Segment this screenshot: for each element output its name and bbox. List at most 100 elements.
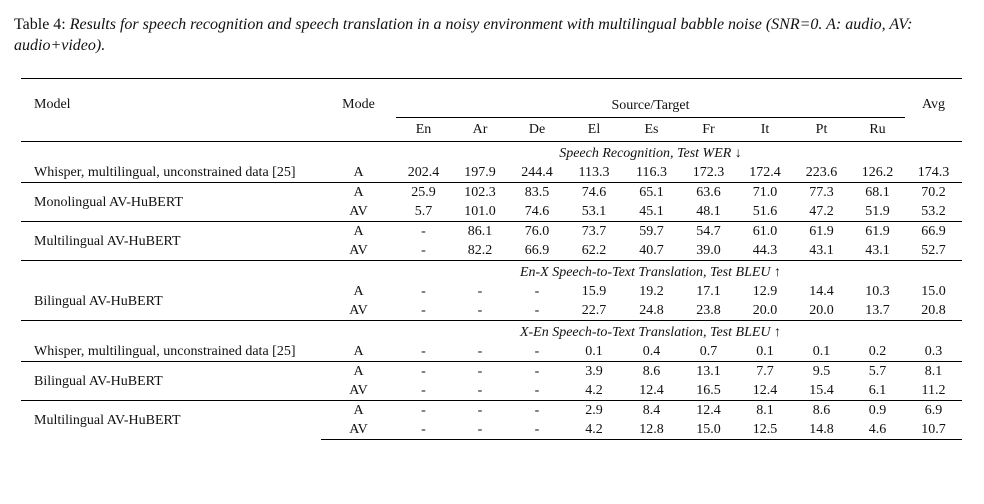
avg-cell: 52.7: [921, 243, 946, 258]
score-cell-de: -: [534, 344, 540, 359]
score-cell-ru: 0.2: [868, 344, 887, 359]
header-avg: Avg: [905, 78, 962, 142]
score-cell-el: 113.3: [578, 165, 610, 180]
score-cell-pt: 0.1: [812, 344, 831, 359]
score-cell-fr: 15.0: [680, 420, 737, 440]
score-cell-es: 8.6: [623, 361, 680, 381]
avg-cell: 11.2: [921, 383, 946, 398]
table-row: AV - - - 22.7 24.8 23.8 20.0 20.0 13.7 20.8: [21, 301, 962, 321]
score-cell-el: 15.9: [581, 284, 607, 299]
model-name: Whisper, multilingual, unconstrained dat…: [34, 344, 296, 359]
avg-cell: 53.2: [921, 204, 946, 219]
results-table-container: Model Mode Source/Target Avg En Ar De El Es F…: [21, 78, 962, 440]
header-row-1: Model Mode Source/Target Avg: [21, 78, 962, 142]
score-cell-de: 83.5: [509, 182, 565, 202]
score-cell-it: 8.1: [737, 400, 793, 420]
score-cell-es: 116.3: [636, 165, 667, 180]
score-cell-en: -: [421, 303, 426, 318]
model-name: Whisper, multilingual, unconstrained dat…: [34, 165, 296, 180]
score-cell-de: -: [534, 383, 540, 398]
score-cell-el: 53.1: [581, 204, 607, 219]
model-name: Multilingual AV-HuBERT: [21, 400, 321, 440]
mode-cell: A: [321, 182, 396, 202]
table-body: Model Mode Source/Target Avg En Ar De El Es F…: [21, 78, 962, 440]
header-lang-el: El: [587, 122, 601, 137]
caption-text: Results for speech recognition and speec…: [14, 16, 913, 54]
avg-cell: 0.3: [924, 344, 943, 359]
score-cell-de: -: [534, 303, 540, 318]
results-table: Model Mode Source/Target Avg En Ar De El Es F…: [21, 78, 962, 440]
score-cell-es: 45.1: [639, 204, 664, 219]
score-cell-it: 44.3: [752, 243, 778, 258]
avg-cell: 10.7: [905, 420, 962, 440]
score-cell-it: 12.5: [737, 420, 793, 440]
score-cell-ru: 68.1: [850, 182, 905, 202]
score-cell-fr: 54.7: [680, 221, 737, 241]
header-lang-pt: Pt: [815, 122, 828, 137]
header-lang-en: En: [415, 122, 432, 137]
score-cell-ar: -: [477, 383, 483, 398]
section-spacer: [905, 320, 962, 342]
mode-cell: A: [353, 344, 364, 359]
header-mode: Mode: [321, 78, 396, 142]
header-source-target: Source/Target: [396, 78, 905, 118]
table-row: Whisper, multilingual, unconstrained dat…: [21, 342, 962, 362]
score-cell-pt: 9.5: [793, 361, 850, 381]
score-cell-pt: 61.9: [793, 221, 850, 241]
header-lang-es: Es: [644, 122, 659, 137]
model-name: Bilingual AV-HuBERT: [34, 293, 163, 309]
section-spacer: [905, 260, 962, 282]
score-cell-it: 0.1: [756, 344, 774, 359]
score-cell-ar: -: [477, 284, 483, 299]
score-cell-el: 3.9: [565, 361, 623, 381]
score-cell-en: 25.9: [396, 182, 451, 202]
header-lang-de: De: [528, 122, 546, 137]
caption-label: Table 4:: [14, 16, 66, 33]
model-name: Multilingual AV-HuBERT: [21, 221, 321, 261]
score-cell-ru: 10.3: [865, 284, 890, 299]
header-row-languages: En Ar De El Es Fr It Pt Ru: [21, 118, 962, 142]
score-cell-it: 51.6: [752, 204, 778, 219]
avg-cell: 8.1: [905, 361, 962, 381]
score-cell-it: 12.4: [752, 383, 778, 398]
section-title: En-X Speech-to-Text Translation, Test BL…: [396, 260, 905, 282]
score-cell-pt: 47.2: [809, 204, 834, 219]
table-row: AV - - -4.2 12.8 15.0 12.5 14.8 4.6 10.7: [21, 420, 962, 440]
section-title-row: En-X Speech-to-Text Translation, Test BL…: [21, 260, 962, 282]
score-cell-es: 24.8: [639, 303, 664, 318]
mode-cell: A: [353, 165, 364, 180]
mode-cell: AV: [349, 383, 368, 398]
score-cell-fr: 16.5: [696, 383, 721, 398]
score-cell-en: -: [421, 243, 426, 258]
score-cell-en: -: [421, 284, 426, 299]
score-cell-el: 74.6: [565, 182, 623, 202]
score-cell-de: 66.9: [524, 243, 550, 258]
score-cell-ru: 126.2: [861, 165, 894, 180]
score-cell-ru: 0.9: [850, 400, 905, 420]
score-cell-de: -: [509, 361, 565, 381]
avg-cell: 70.2: [905, 182, 962, 202]
avg-cell: 15.0: [921, 284, 946, 299]
score-cell-el: 0.1: [585, 344, 603, 359]
score-cell-ru: 5.7: [850, 361, 905, 381]
score-cell-el: 22.7: [581, 303, 607, 318]
score-cell-en: -: [421, 383, 426, 398]
table-row: Multilingual AV-HuBERT A - - -2.9 8.4 12.4 8.1 8…: [21, 400, 962, 440]
score-cell-el: 4.2: [565, 420, 623, 440]
score-cell-ar: 102.3: [451, 182, 509, 202]
score-cell-de: 244.4: [521, 165, 553, 180]
avg-cell: 20.8: [921, 303, 946, 318]
mode-cell: A: [353, 284, 364, 299]
score-cell-es: 40.7: [639, 243, 664, 258]
avg-cell: 174.3: [917, 165, 950, 180]
score-cell-ar: -: [451, 420, 509, 440]
mode-cell: AV: [321, 420, 396, 440]
score-cell-es: 65.1: [623, 182, 680, 202]
section-title-row: X-En Speech-to-Text Translation, Test BL…: [21, 320, 962, 342]
score-cell-pt: 223.6: [805, 165, 838, 180]
score-cell-ru: 6.1: [868, 383, 887, 398]
score-cell-it: 172.4: [749, 165, 781, 180]
header-lang-fr: Fr: [702, 122, 715, 137]
section-title-row: Speech Recognition, Test WER ↓: [21, 141, 962, 163]
section-title: X-En Speech-to-Text Translation, Test BL…: [396, 320, 905, 342]
